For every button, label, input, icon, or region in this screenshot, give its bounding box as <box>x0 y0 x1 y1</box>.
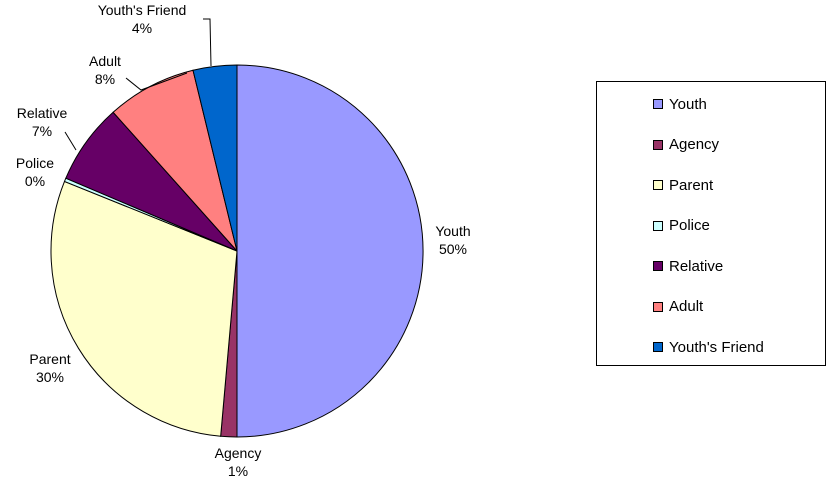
legend-item: Police <box>653 217 710 235</box>
legend-item: Agency <box>653 136 719 154</box>
pie-slice-parent <box>50 180 238 437</box>
data-label-youth-s-friend: Youth's Friend 4% <box>98 2 187 36</box>
pie-slice-youth-s-friend <box>192 64 238 252</box>
legend-label: Youth <box>669 95 707 113</box>
legend-label: Police <box>669 217 710 234</box>
legend-label: Relative <box>669 257 724 275</box>
legend-label: Adult <box>669 298 704 315</box>
data-label-parent: Parent 30% <box>29 351 70 385</box>
pie-slice-youth <box>236 64 424 438</box>
legend-item: Youth <box>653 95 707 113</box>
legend-swatch <box>653 99 663 109</box>
legend-swatch <box>653 180 663 190</box>
legend-swatch <box>653 261 663 271</box>
leader-line <box>125 72 188 91</box>
leader-line <box>203 18 212 67</box>
data-label-relative: Relative 7% <box>17 105 68 139</box>
legend-label: Youth's Friend <box>669 338 764 356</box>
legend-item: Adult <box>653 298 703 316</box>
data-label-police: Police 0% <box>16 155 54 189</box>
legend-item: Youth's Friend <box>653 338 764 356</box>
legend-item: Relative <box>653 257 723 275</box>
data-label-youth: Youth 50% <box>435 223 470 257</box>
legend-swatch <box>653 342 663 352</box>
legend-swatch <box>653 139 663 150</box>
legend-label: Agency <box>669 136 720 153</box>
chart-legend: Youth Agency Parent Police Relative Adult Yout… <box>596 81 826 366</box>
legend-swatch <box>653 301 663 312</box>
leader-line <box>64 131 77 151</box>
legend-label: Parent <box>669 176 714 194</box>
data-label-agency: Agency 1% <box>215 445 262 479</box>
legend-swatch <box>653 220 663 231</box>
legend-item: Parent <box>653 176 713 194</box>
data-label-adult: Adult 8% <box>89 53 121 87</box>
